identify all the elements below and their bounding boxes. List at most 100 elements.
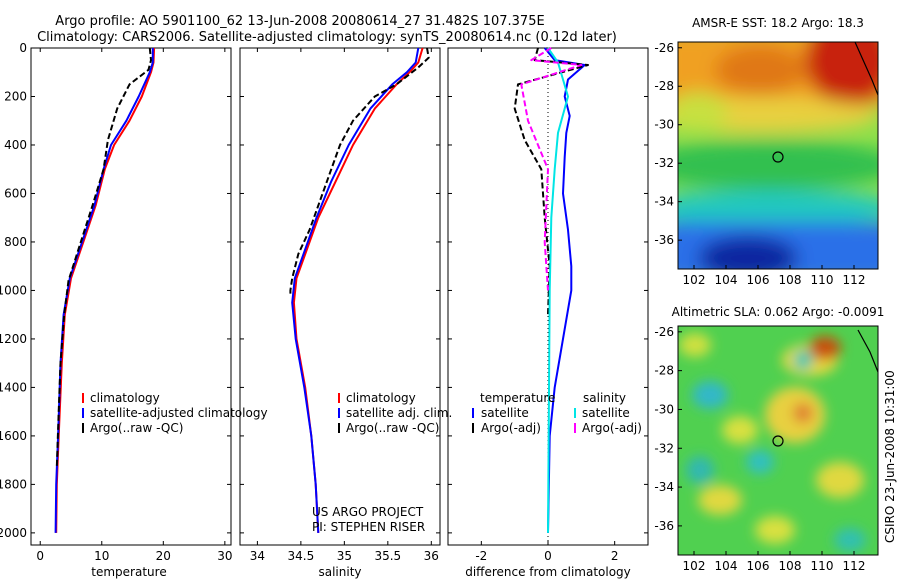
map-x-tick-label: 106 [747, 273, 770, 287]
y-tick-label: 200 [4, 89, 27, 103]
sst-map-frame [677, 41, 879, 270]
sst-warm-patch [715, 45, 805, 95]
map-y-tick-label: -26 [654, 325, 674, 339]
map-y-tick-label: -36 [654, 233, 674, 247]
y-tick-label: 1200 [0, 332, 27, 346]
sst-field [678, 42, 878, 269]
x-tick-label: 36 [424, 549, 439, 563]
map-x-tick-label: 102 [683, 559, 706, 573]
map-y-tick-label: -30 [654, 118, 674, 132]
legend-label-climatology: climatology [346, 391, 416, 405]
sst-map-axes: 102 104 106 108 110 112 -26 -28 -30 -32 -34 -36 [654, 41, 865, 287]
project-annotation-line1: US ARGO PROJECT [312, 505, 424, 519]
side-timestamp-label: CSIRO 23-Jun-2008 10:31:00 [883, 370, 897, 543]
temperature-plot-frame [30, 47, 232, 546]
y-tick-label: 800 [4, 235, 27, 249]
x-tick-label: 0 [544, 549, 552, 563]
map-y-tick-label: -34 [654, 195, 674, 209]
map-y-tick-label: -30 [654, 402, 674, 416]
sla-blue-5 [834, 528, 866, 552]
difference-plot: -2 0 2 difference from climatology [448, 47, 648, 579]
sla-field [679, 333, 866, 552]
temperature-plot: 0 10 20 30 temperature 0 200 400 600 800 1000 1200 1… [0, 41, 232, 579]
map-x-tick-label: 112 [843, 273, 866, 287]
x-tick-label: 30 [217, 549, 232, 563]
sst-cold-core [698, 236, 798, 269]
sla-orange-1 [809, 336, 841, 360]
y-tick-label: 1800 [0, 477, 27, 491]
salinity-plot-frame [239, 47, 441, 546]
map-y-tick-label: -34 [654, 480, 674, 494]
map-y-tick-label: -28 [654, 364, 674, 378]
legend-label-temp-argo: Argo(-adj) [481, 421, 541, 435]
project-annotation-line2: PI: STEPHEN RISER [312, 520, 425, 534]
map-y-tick-label: -32 [654, 156, 674, 170]
salinity-legend: climatology satellite adj. clim. Argo(..… [312, 391, 452, 534]
sst-float-marker [772, 151, 784, 163]
y-tick-label: 1400 [0, 380, 27, 394]
series-line-temperature-argo-adj [513, 47, 589, 315]
series-line-salinity-argo-adj [520, 47, 583, 291]
series-line-satellite-adjusted-climatology [54, 48, 154, 533]
y-tick-label: 600 [4, 186, 27, 200]
map-y-tick-label: -28 [654, 79, 674, 93]
series-line-salinity-satellite [547, 47, 569, 533]
sla-float-marker [772, 435, 784, 447]
map-x-tick-label: 104 [715, 273, 738, 287]
sla-orange-2 [793, 403, 813, 423]
map-y-tick-label: -26 [654, 41, 674, 55]
y-tick-label: 1000 [0, 283, 27, 297]
legend-label-satellite: satellite adj. clim. [346, 406, 452, 420]
series-line-satellite-adj-clim [291, 47, 420, 533]
sst-yellow-band [678, 97, 878, 133]
x-tick-label: 20 [156, 549, 171, 563]
map-y-tick-label: -32 [654, 441, 674, 455]
y-tick-label: 0 [19, 41, 27, 55]
x-tick-label: 35.5 [374, 549, 401, 563]
legend-label-sal-argo: Argo(-adj) [582, 421, 642, 435]
map-x-tick-label: 108 [779, 559, 802, 573]
sla-coastline [857, 329, 878, 373]
x-tick-label: -2 [475, 549, 487, 563]
legend-header-salinity: salinity [583, 391, 626, 405]
map-x-tick-label: 104 [715, 559, 738, 573]
sla-yellow-5 [816, 462, 864, 498]
legend-label-satellite: satellite-adjusted climatology [90, 406, 268, 420]
map-x-tick-label: 106 [747, 559, 770, 573]
x-axis-label: temperature [91, 565, 166, 579]
map-x-tick-label: 108 [779, 273, 802, 287]
legend-label-temp-satellite: satellite [481, 406, 529, 420]
legend-label-argo: Argo(..raw -QC) [90, 421, 183, 435]
sla-yellow-3 [722, 416, 758, 444]
figure-title-line2: Climatology: CARS2006. Satellite-adjuste… [37, 30, 617, 45]
x-tick-label: 2 [611, 549, 619, 563]
map-x-tick-label: 110 [811, 559, 834, 573]
y-tick-label: 400 [4, 138, 27, 152]
sla-blue-1 [692, 381, 728, 409]
sla-map-frame [677, 325, 879, 556]
series-line-argo-raw-qc [55, 47, 152, 468]
sla-yellow-7 [679, 333, 711, 357]
x-tick-label: 10 [94, 549, 109, 563]
legend-label-sal-satellite: satellite [582, 406, 630, 420]
y-tick-label: 2000 [0, 526, 27, 540]
sla-map-title: Altimetric SLA: 0.062 Argo: -0.0091 [672, 305, 885, 319]
temperature-legend: climatology satellite-adjusted climatolo… [82, 391, 268, 435]
legend-label-argo: Argo(..raw -QC) [346, 421, 439, 435]
figure-title-line1: Argo profile: AO 5901100_62 13-Jun-2008 … [55, 14, 544, 29]
series-line-climatology [55, 47, 156, 533]
x-axis-label: difference from climatology [465, 565, 631, 579]
sst-map: 102 104 106 108 110 112 -26 -28 -30 -32 -34 -36 [654, 41, 879, 287]
legend-header-temperature: temperature [480, 391, 555, 405]
x-tick-label: 34 [250, 549, 265, 563]
legend-label-climatology: climatology [90, 391, 160, 405]
salinity-plot: 34 34.5 35 35.5 36 salinity [240, 47, 440, 579]
map-x-tick-label: 112 [843, 559, 866, 573]
sst-green-band [678, 140, 878, 190]
sst-hot-core [805, 42, 878, 105]
sst-coastline [854, 42, 878, 97]
sla-map: 102 104 106 108 110 112 -26 -28 -30 -32 -34 -36 [654, 325, 879, 573]
sla-blue-3 [793, 350, 813, 370]
map-x-tick-label: 102 [683, 273, 706, 287]
